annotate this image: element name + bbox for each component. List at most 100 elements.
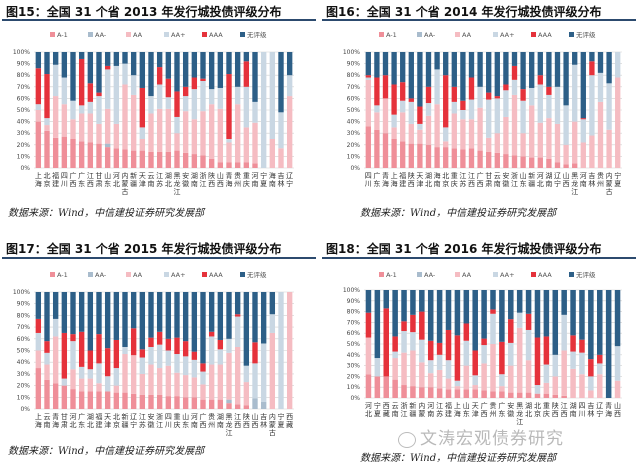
x-tick-label: 福建 xyxy=(52,171,59,188)
bar-甘肃 xyxy=(96,52,102,168)
x-tick-char: 广 xyxy=(78,412,85,421)
x-tick-char: 山 xyxy=(520,171,527,180)
bar-segment-无评级 xyxy=(546,52,552,87)
x-tick-label: 北京 xyxy=(534,402,541,418)
bar-segment-无评级 xyxy=(451,52,457,87)
bar-segment-A-1 xyxy=(156,394,163,409)
bar-黑龙江 xyxy=(516,290,523,398)
bar-四川 xyxy=(61,52,68,168)
x-tick-label: 江西 xyxy=(234,413,241,429)
x-tick-char: 蒙 xyxy=(269,420,276,429)
bar-黑龙江 xyxy=(174,52,180,168)
bar-segment-无评级 xyxy=(61,292,68,333)
bar-segment-无评级 xyxy=(417,52,423,107)
bar-segment-AA+ xyxy=(269,314,276,333)
bar-segment-AAA xyxy=(494,96,500,99)
bar-segment-无评级 xyxy=(226,292,232,339)
bar-segment-无评级 xyxy=(605,290,612,398)
bar-segment-无评级 xyxy=(139,292,146,350)
bar-segment-AA+ xyxy=(200,81,206,112)
y-tick-label: 100% xyxy=(13,289,30,296)
bar-segment-无评级 xyxy=(434,52,440,70)
bar-segment-AAA xyxy=(511,65,518,80)
bar-segment-AA xyxy=(410,350,416,387)
x-tick-label: 广东 xyxy=(78,171,85,188)
bar-segment-AA xyxy=(516,327,523,393)
bar-segment-无评级 xyxy=(383,290,389,309)
bar-segment-无评级 xyxy=(503,52,509,85)
y-tick-label: 100% xyxy=(13,49,30,56)
chart-2016: 图18：全国 31 个省 2016 年发行城投债评级分布 0% 10% 20% 30%… xyxy=(320,232,640,466)
x-tick-char: 宁 xyxy=(260,171,267,180)
bar-海南 xyxy=(434,52,440,168)
x-tick-char: 江 xyxy=(436,402,443,410)
bar-segment-AAA xyxy=(486,92,492,100)
bar-segment-AA+ xyxy=(481,345,487,364)
bar-segment-AAA xyxy=(445,329,452,361)
bar-segment-AA+ xyxy=(499,374,505,387)
legend-label: A-1 xyxy=(57,31,68,39)
bar-segment-AA xyxy=(174,133,180,151)
bar-segment-A-1 xyxy=(516,392,523,398)
x-tick-char: 北 xyxy=(534,402,541,410)
bar-segment-AA xyxy=(234,104,241,163)
x-tick-label: 青海 xyxy=(52,412,59,429)
bar-segment-AA+ xyxy=(208,336,215,365)
bar-segment-AAA xyxy=(525,313,532,330)
x-tick-char: 山 xyxy=(252,412,259,421)
bar-segment-AA xyxy=(503,116,509,155)
x-tick-label: 山西 xyxy=(563,171,570,188)
y-tick-label: 20% xyxy=(17,142,31,149)
x-tick-char: 津 xyxy=(416,180,423,188)
x-tick-label: 黑龙江 xyxy=(226,413,233,437)
bar-segment-AA xyxy=(588,390,594,398)
x-tick-char: 内 xyxy=(418,401,425,410)
x-tick-char: 海 xyxy=(391,179,398,188)
bar-segment-A-1 xyxy=(508,392,514,398)
bar-segment-AA xyxy=(477,107,483,151)
bar-segment-AA+ xyxy=(191,359,198,378)
bar-segment-无评级 xyxy=(217,292,224,340)
x-tick-label: 内蒙古 xyxy=(606,171,613,196)
x-tick-label: 贵州 xyxy=(490,401,497,418)
bar-湖北 xyxy=(165,52,172,168)
bar-贵州 xyxy=(234,52,241,168)
bar-segment-AA+ xyxy=(278,292,284,409)
bar-segment-AA xyxy=(579,374,585,398)
bar-segment-AA xyxy=(520,133,526,157)
x-tick-char: 重 xyxy=(243,172,250,180)
x-tick-char: 北 xyxy=(113,413,120,421)
x-tick-char: 湖 xyxy=(425,171,432,180)
bar-江苏 xyxy=(139,292,146,409)
bar-segment-AA+ xyxy=(104,69,111,109)
bar-segment-无评级 xyxy=(391,52,397,85)
bar-segment-A-1 xyxy=(563,164,569,168)
bar-segment-AA xyxy=(130,94,137,151)
x-tick-char: 川 xyxy=(365,180,372,188)
x-tick-char: 疆 xyxy=(409,410,416,418)
bar-segment-A-1 xyxy=(87,142,94,168)
bar-segment-无评级 xyxy=(217,52,224,88)
x-tick-char: 京 xyxy=(113,420,120,429)
x-tick-label: 山西 xyxy=(252,412,259,429)
bar-segment-AA xyxy=(486,137,492,152)
bar-segment-无评级 xyxy=(606,52,612,84)
x-tick-char: 天 xyxy=(472,402,479,410)
x-tick-char: 广 xyxy=(200,412,207,421)
bar-segment-AA+ xyxy=(96,96,102,124)
x-tick-label: 山东 xyxy=(463,401,470,418)
x-tick-label: 广西 xyxy=(477,171,484,188)
x-tick-label: 福建 xyxy=(445,401,452,418)
bar-segment-AAA xyxy=(503,84,509,91)
bar-segment-AA xyxy=(52,96,59,138)
bar-浙江 xyxy=(200,52,206,168)
x-tick-label: 广西 xyxy=(200,412,207,429)
bar-segment-A-1 xyxy=(70,389,76,409)
bar-segment-A-1 xyxy=(52,137,59,168)
bar-segment-无评级 xyxy=(365,52,371,76)
x-tick-char: 州 xyxy=(208,421,215,429)
bar-segment-无评级 xyxy=(563,52,569,106)
bar-segment-AA+ xyxy=(579,352,585,375)
y-tick-label: 20% xyxy=(347,142,361,149)
bar-segment-AA xyxy=(122,84,128,150)
